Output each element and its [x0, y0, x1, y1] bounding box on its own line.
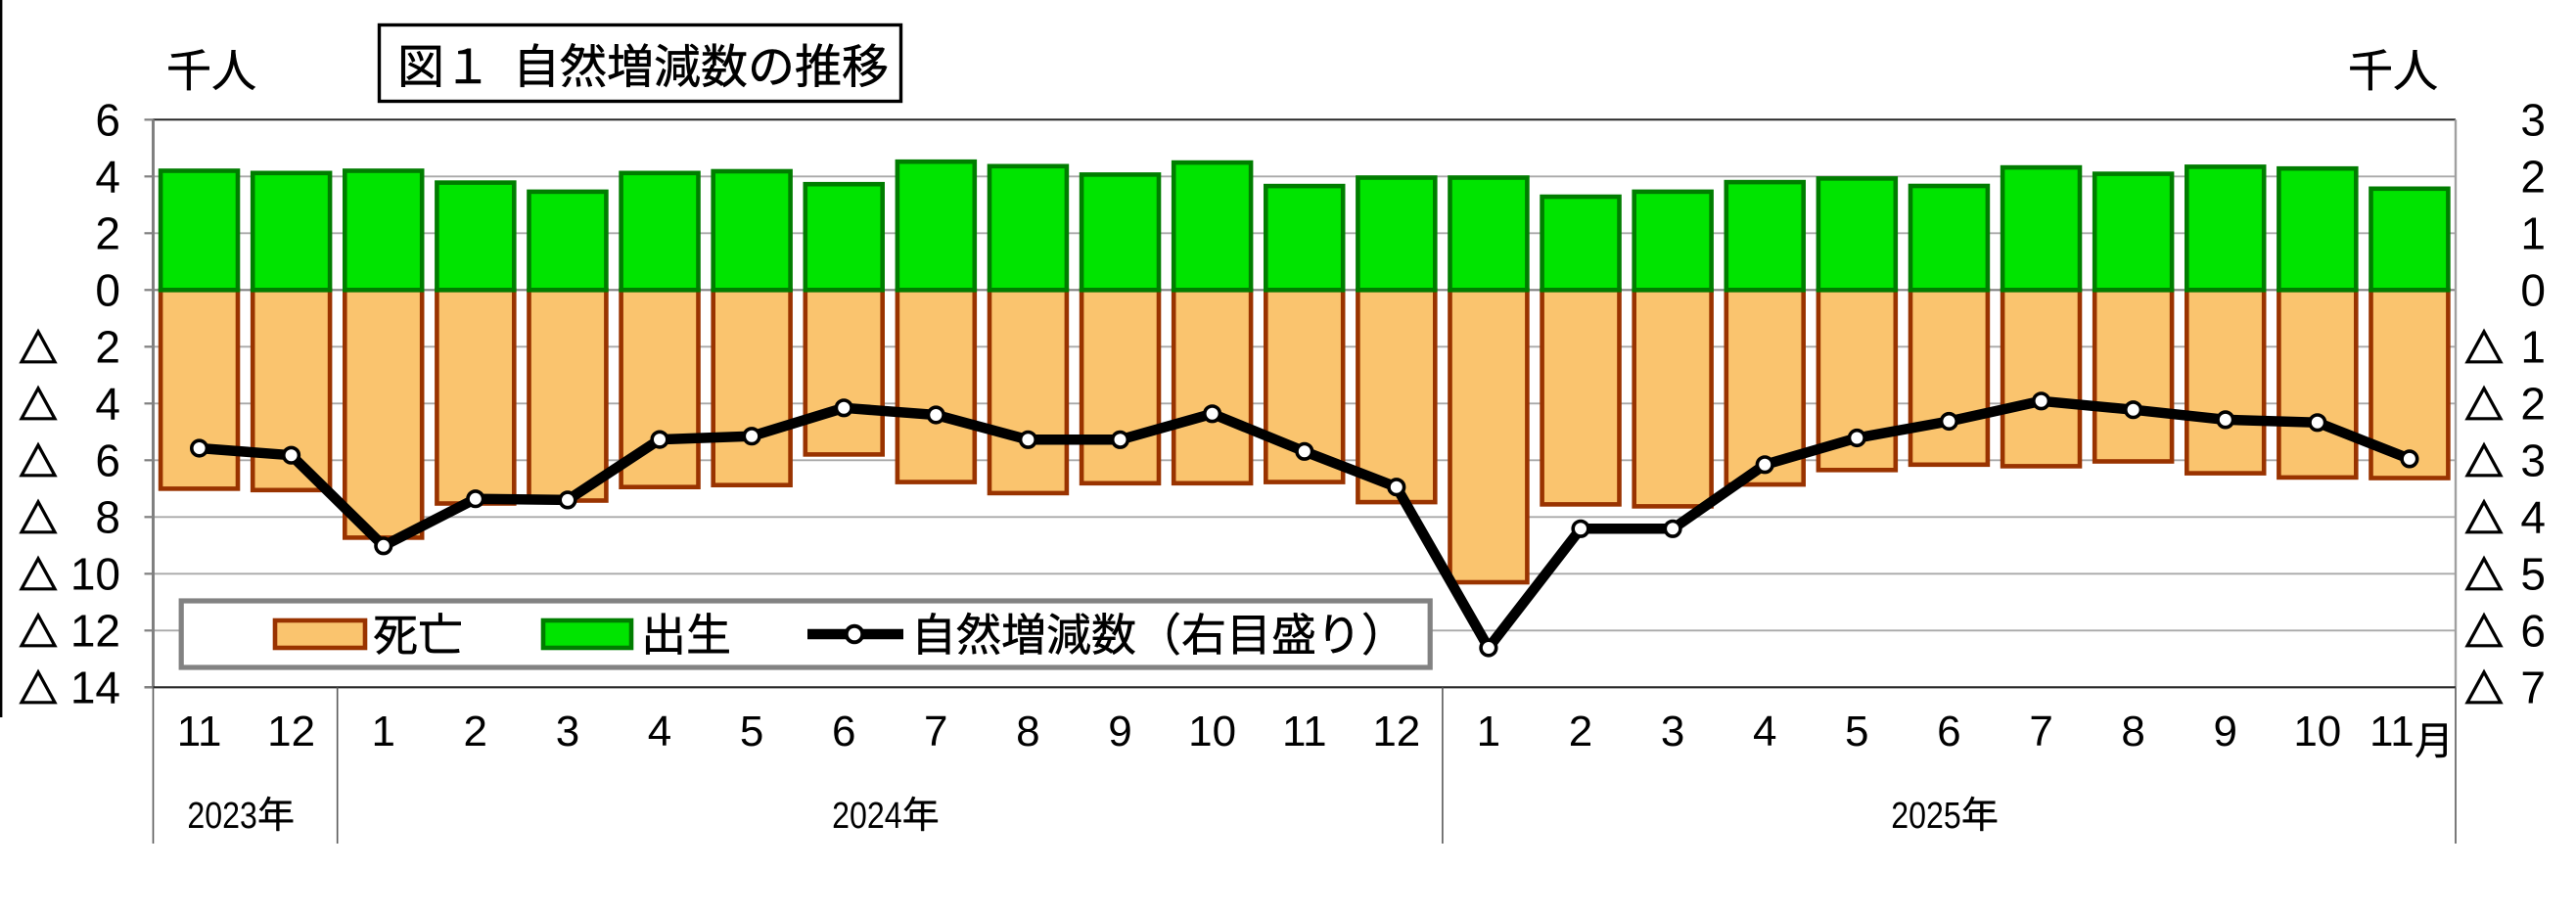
svg-text:2: 2	[95, 207, 120, 258]
svg-text:4: 4	[95, 378, 120, 429]
svg-text:3: 3	[556, 708, 579, 755]
svg-text:11: 11	[177, 708, 222, 755]
svg-text:5: 5	[740, 708, 763, 755]
svg-text:8: 8	[2121, 708, 2144, 755]
svg-text:6: 6	[832, 708, 855, 755]
svg-text:7: 7	[924, 708, 947, 755]
svg-text:2: 2	[2520, 378, 2546, 429]
svg-text:5: 5	[2520, 548, 2546, 599]
svg-text:10: 10	[70, 548, 120, 599]
svg-text:8: 8	[95, 491, 120, 542]
svg-text:4: 4	[2520, 491, 2546, 542]
svg-text:2023: 2023	[187, 796, 257, 837]
svg-text:14: 14	[70, 662, 120, 712]
svg-text:11: 11	[2369, 708, 2415, 755]
svg-text:12: 12	[267, 708, 315, 755]
svg-text:3: 3	[1661, 708, 1684, 755]
svg-text:4: 4	[95, 151, 120, 202]
svg-text:2: 2	[464, 708, 487, 755]
svg-text:4: 4	[1753, 708, 1776, 755]
svg-text:9: 9	[1108, 708, 1131, 755]
svg-text:10: 10	[1188, 708, 1236, 755]
svg-text:3: 3	[2520, 435, 2546, 485]
svg-text:1: 1	[372, 708, 395, 755]
svg-text:6: 6	[1937, 708, 1960, 755]
svg-text:2025: 2025	[1891, 796, 1961, 837]
svg-text:1: 1	[2520, 207, 2546, 258]
svg-text:12: 12	[70, 605, 120, 656]
svg-text:1: 1	[1477, 708, 1500, 755]
svg-text:0: 0	[95, 264, 120, 315]
svg-text:7: 7	[2520, 662, 2546, 712]
svg-text:6: 6	[2520, 605, 2546, 656]
svg-text:11: 11	[1282, 708, 1327, 755]
svg-text:4: 4	[648, 708, 671, 755]
svg-text:5: 5	[1845, 708, 1868, 755]
svg-text:6: 6	[95, 94, 120, 145]
svg-text:1: 1	[2520, 321, 2546, 372]
svg-text:6: 6	[95, 435, 120, 485]
svg-text:2: 2	[2520, 151, 2546, 202]
svg-text:2: 2	[1569, 708, 1592, 755]
svg-text:8: 8	[1016, 708, 1039, 755]
svg-text:12: 12	[1372, 708, 1420, 755]
svg-text:9: 9	[2214, 708, 2237, 755]
svg-text:2024: 2024	[832, 796, 902, 837]
svg-text:7: 7	[2029, 708, 2052, 755]
svg-text:3: 3	[2520, 94, 2546, 145]
svg-text:0: 0	[2520, 264, 2546, 315]
svg-text:2: 2	[95, 321, 120, 372]
svg-text:10: 10	[2293, 708, 2341, 755]
